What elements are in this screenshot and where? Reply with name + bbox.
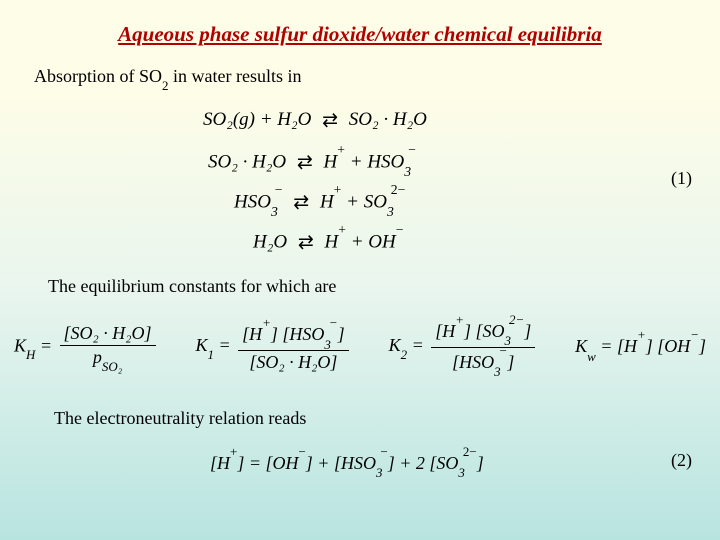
equilibrium-arrow-icon: ⇄ — [298, 231, 314, 254]
page-title: Aqueous phase sulfur dioxide/water chemi… — [0, 0, 720, 47]
equation-number-1: (1) — [671, 168, 692, 189]
intro-prefix: Absorption of SO — [34, 66, 162, 86]
reaction-2: SO₂ · H₂O ⇄ H+ + HSO3− — [208, 148, 416, 176]
k-w: Kw = [H+] [OH−] — [575, 333, 706, 361]
equation-number-2: (2) — [671, 450, 692, 471]
rxn1-left: SO₂(g) + H₂O — [203, 109, 311, 130]
equilibrium-constants-text: The equilibrium constants for which are — [48, 276, 336, 297]
k-1: K1 = [H+] [HSO3−] [SO₂ · H₂O] — [195, 321, 351, 373]
rxn4-oh: + OH — [346, 231, 396, 252]
rxn3-h: H — [320, 191, 334, 212]
rxn3-so: + SO — [341, 191, 387, 212]
rxn4-h: H — [324, 231, 338, 252]
rxn2-left: SO₂ · H₂O — [208, 151, 286, 172]
rxn1-right: SO₂ · H₂O — [349, 109, 427, 130]
electroneutrality-text: The electroneutrality relation reads — [54, 408, 306, 429]
equilibrium-arrow-icon: ⇄ — [297, 151, 313, 174]
k-h: KH = [SO₂ · H₂O] pSO₂ — [14, 323, 159, 372]
rxn4-left: H₂O — [253, 231, 287, 252]
intro-text: Absorption of SO2 in water results in — [34, 66, 301, 91]
equilibrium-constants-row: KH = [SO₂ · H₂O] pSO₂ K1 = [H+] [HSO3−] … — [0, 318, 720, 376]
equilibrium-arrow-icon: ⇄ — [293, 191, 309, 214]
reaction-4: H₂O ⇄ H+ + OH− — [253, 228, 403, 253]
rxn3-left: HSO — [234, 191, 271, 212]
rxn2-hso: + HSO — [345, 151, 404, 172]
intro-suffix: in water results in — [169, 66, 302, 86]
rxn2-h: H — [324, 151, 338, 172]
k-2: K2 = [H+] [SO32−] [HSO3−] — [389, 318, 539, 376]
equilibrium-arrow-icon: ⇄ — [322, 109, 338, 132]
reaction-1: SO₂(g) + H₂O ⇄ SO₂ · H₂O — [203, 108, 427, 131]
reaction-3: HSO3− ⇄ H+ + SO32− — [234, 188, 405, 216]
intro-sub: 2 — [162, 78, 168, 93]
electroneutrality-equation: [H+] = [OH−] + [HSO3−] + 2 [SO32−] — [210, 450, 484, 478]
